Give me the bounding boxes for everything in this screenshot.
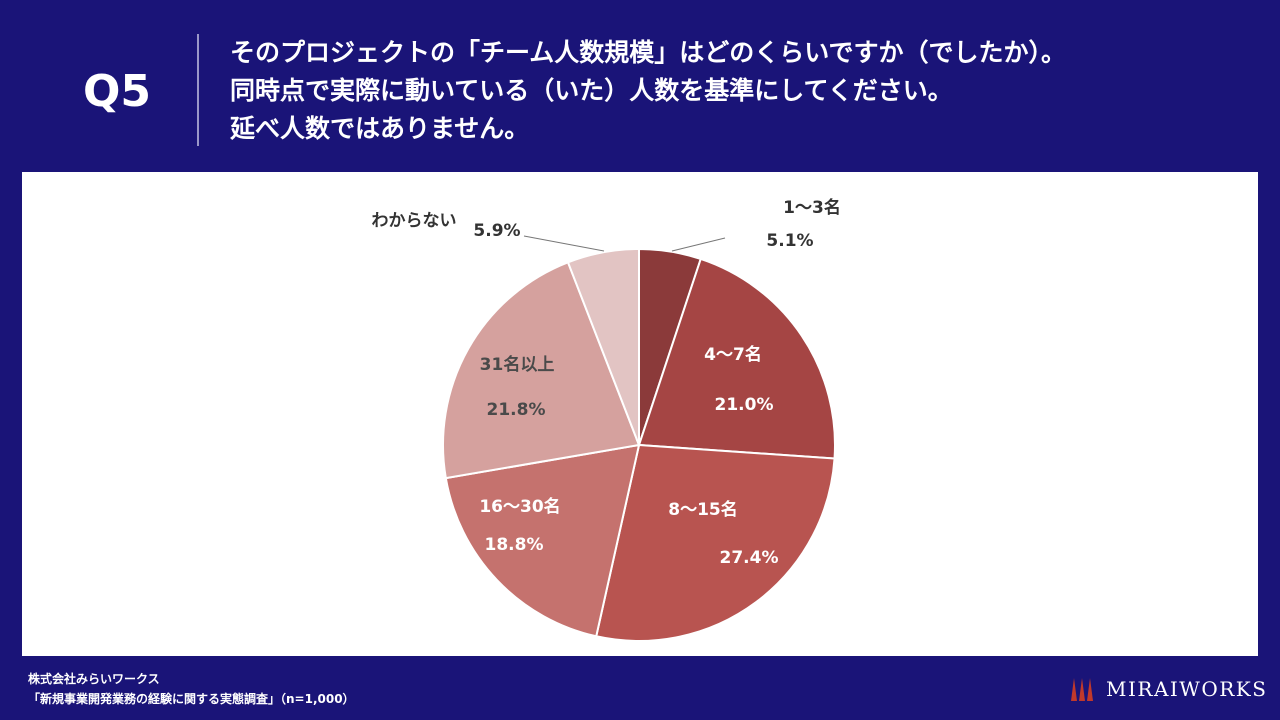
leader-line — [523, 235, 605, 252]
question-line-2: 同時点で実際に動いている（いた）人数を基準にしてください。 — [230, 76, 953, 105]
slice-label: 16～30名 — [479, 496, 560, 517]
question-number: Q5 — [82, 66, 152, 117]
slice-percent: 21.8% — [487, 400, 546, 420]
footer-company: 株式会社みらいワークス — [28, 672, 160, 686]
pie-slice — [566, 247, 640, 446]
slice-percent: 5.1% — [766, 231, 813, 251]
slice-label: わからない — [372, 211, 457, 231]
slice-label: 31名以上 — [480, 354, 555, 375]
pie-slice — [595, 443, 836, 642]
logo-text: MIRAIWORKS — [1106, 677, 1268, 701]
mirai-works-logo: MIRAIWORKS — [1068, 674, 1267, 704]
slice-percent: 18.8% — [485, 535, 544, 555]
slice-label: 1～3名 — [783, 197, 841, 218]
slice-percent: 21.0% — [715, 395, 774, 415]
slice-label: 4～7名 — [704, 344, 762, 365]
slice-label: 8～15名 — [668, 499, 738, 520]
question-line-1: そのプロジェクトの「チーム人数規模」はどのくらいですか（でしたか）。 — [230, 38, 1067, 67]
pie-slice — [442, 261, 641, 480]
header-divider — [197, 34, 199, 146]
slice-percent: 5.9% — [473, 221, 520, 241]
pie-slice — [444, 443, 641, 638]
logo-mark-icon — [1071, 678, 1093, 701]
question-text: そのプロジェクトの「チーム人数規模」はどのくらいですか（でしたか）。 同時点で実… — [230, 34, 1250, 148]
chart-panel: 1～3名 5.1% 4～7名 21.0% 8～15名 27.4% 16～30名 18.8% 31… — [22, 172, 1258, 656]
pie-slice — [637, 257, 836, 460]
footer-survey: 「新規事業開発業務の経験に関する実態調査」（n=1,000） — [28, 692, 355, 706]
slice-percent: 27.4% — [720, 548, 779, 568]
pie-chart: 1～3名 5.1% 4～7名 21.0% 8～15名 27.4% 16～30名 18.8% 31… — [372, 197, 841, 642]
leader-line — [671, 237, 726, 252]
question-line-3: 延べ人数ではありません。 — [230, 114, 530, 143]
